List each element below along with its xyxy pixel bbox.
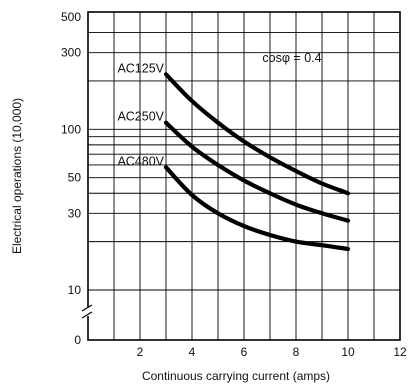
axis-break-mark: [81, 304, 93, 312]
x-tick-label: 4: [189, 345, 196, 359]
y-tick-label: 30: [68, 206, 82, 220]
x-tick-label: 12: [393, 345, 407, 359]
series-line-ac250v: [163, 120, 351, 223]
x-tick-label: 8: [293, 345, 300, 359]
axis-break-gap: [83, 307, 93, 316]
y-tick-label: 100: [61, 122, 81, 136]
series-label-ac125v: AC125V: [117, 61, 164, 75]
series-labels: AC125V AC250V AC480V: [117, 61, 164, 168]
y-tick-label: 0: [74, 333, 81, 347]
x-axis-label: Continuous carrying current (amps): [142, 369, 330, 383]
y-axis-label: Electrical operations (10,000): [10, 98, 24, 254]
y-tick-label: 500: [61, 10, 81, 24]
y-tick-label: 10: [68, 283, 82, 297]
cos-phi-annotation: cosφ = 0.4: [262, 51, 321, 65]
series-label-ac480v: AC480V: [117, 154, 164, 168]
series-label-ac250v: AC250V: [117, 110, 164, 124]
series-line-ac125v: [163, 72, 351, 196]
x-tick-label: 2: [137, 345, 144, 359]
plot-frame: [87, 11, 401, 341]
series-lines: [163, 72, 351, 252]
x-tick-label: 6: [241, 345, 248, 359]
y-tick-label: 50: [68, 171, 82, 185]
x-tick-label: 10: [341, 345, 355, 359]
x-tick-labels: 2 4 6 8 10 12: [137, 345, 407, 359]
axis-break-mark: [81, 311, 93, 319]
series-line-ac480v: [163, 165, 351, 252]
y-axis-break: [81, 304, 93, 319]
y-tick-label: 300: [61, 46, 81, 60]
